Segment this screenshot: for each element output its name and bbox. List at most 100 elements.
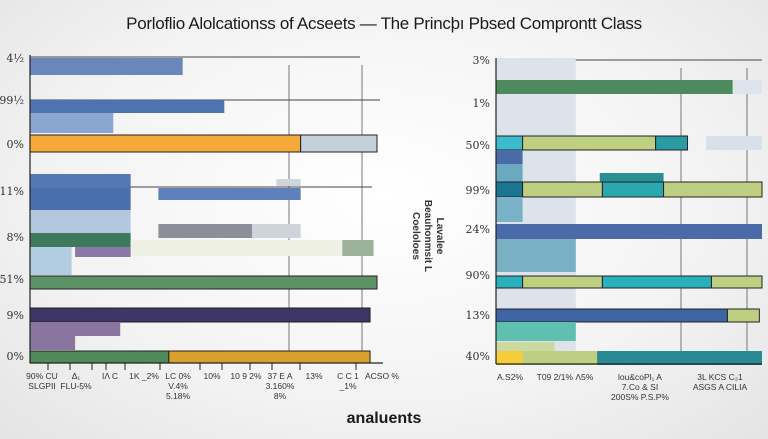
bar-segment — [495, 275, 524, 289]
y-tick-label: 0% — [7, 138, 24, 151]
bar-segment — [30, 233, 131, 247]
bar-segment — [495, 135, 524, 151]
x-tick-label: T09 2/1% Λ5% — [537, 372, 594, 382]
vertical-axis-label: Lavalee Beauhonmsit L Coeloloes — [409, 181, 445, 291]
vertical-label-line: Coeloloes — [410, 212, 421, 260]
bar-segment — [30, 100, 225, 113]
vertical-label-line: Lavalee — [434, 217, 445, 255]
bar-segment — [496, 150, 523, 164]
bar-segment — [30, 336, 76, 350]
bar-segment — [30, 188, 131, 210]
x-tick-label: 90% CU SLGPII — [26, 371, 58, 391]
bar-segment — [75, 247, 131, 257]
x-tick-label-line: 3.160% — [266, 381, 295, 391]
x-tick-label: 1K _2% — [129, 371, 159, 381]
x-tick-label: Δ₁ FLU-5% — [60, 371, 92, 391]
bar-segment — [601, 181, 665, 198]
x-tick-label-line: 37 E A — [267, 371, 292, 381]
vertical-label-line: Beauhonmsit L — [422, 199, 433, 273]
x-tick-label-line: A.S2% — [497, 372, 523, 382]
x-tick-label-line: 90% CU — [26, 371, 58, 381]
x-tick-label-line: lou&coPl₁ A — [618, 372, 662, 382]
x-tick-label: 10% — [203, 371, 220, 381]
bar-segment — [496, 351, 523, 365]
x-tick-label: ACSO % — [365, 371, 399, 381]
bar-segment — [496, 80, 733, 94]
bar-segment — [300, 134, 378, 153]
x-tick-label-line: V.4% — [168, 381, 188, 391]
bar-segment — [706, 136, 762, 150]
bar-segment — [597, 351, 762, 365]
bar-segment — [30, 174, 131, 188]
bar-segment — [496, 342, 555, 351]
x-tick-label-line: C C 1 — [337, 371, 359, 381]
y-tick-label: 3% — [473, 54, 490, 67]
bar-segment — [495, 308, 728, 323]
bar-segment — [30, 210, 131, 233]
bar-segment — [30, 113, 114, 133]
bar-segment — [710, 275, 763, 289]
panel-2: 3% 1% 50% 99% 24% 90% 13% 40% A.S2% T09 2/1% Λ5% l… — [466, 54, 763, 402]
chart-title: Porloflio Alolcationss of Acseets — The … — [126, 14, 642, 33]
bar-segment — [522, 351, 598, 365]
x-tick-label: lou&coPl₁ A 7.Co & SI 200S% P.S.P% — [611, 372, 669, 402]
x-tick-label-line: LC 0% — [165, 371, 191, 381]
bar-segment — [29, 275, 378, 290]
y-tick-label: 13% — [466, 309, 490, 322]
bar-segment — [30, 58, 183, 75]
bar-segment — [496, 197, 523, 222]
bar-segment — [29, 134, 302, 153]
x-tick-label: LC 0% V.4% 5.18% — [165, 371, 191, 401]
bar-segment — [732, 80, 762, 94]
bar-segment — [342, 240, 374, 256]
bar-segment — [168, 350, 371, 364]
bar-segment — [655, 135, 689, 151]
x-tick-label-line: 3L KCS C₂1 — [697, 372, 743, 382]
x-tick-label-line: 7.Co & SI — [622, 382, 658, 392]
x-tick-label-line: Δ₁ — [72, 371, 81, 381]
y-tick-label: 8% — [7, 231, 24, 244]
x-tick-label-line: 1K _2% — [129, 371, 159, 381]
x-tick-label-line: IΛ C — [102, 371, 118, 381]
y-tick-label: 11% — [0, 185, 24, 198]
x-tick-label-line: SLGPII — [28, 381, 55, 391]
bar-segment — [522, 135, 657, 151]
bar-segment — [726, 308, 760, 323]
y-tick-label: 90% — [466, 269, 490, 282]
x-tick-label-line: 200S% P.S.P% — [611, 392, 669, 402]
y-tick-label: 24% — [466, 223, 490, 236]
x-tick-label: 3L KCS C₂1 ASGS A CILIA — [693, 372, 748, 392]
y-tick-label: 99% — [466, 184, 490, 197]
y-tick-label: 99½ — [0, 94, 24, 107]
x-tick-label-line: ACSO % — [365, 371, 399, 381]
x-tick-label: C C 1 _1% — [337, 371, 359, 391]
x-tick-label: A.S2% — [497, 372, 523, 382]
x-tick-label-line: 10 9 2% — [230, 371, 262, 381]
x-tick-label-line: T09 2/1% Λ5% — [537, 372, 594, 382]
bar-segment — [130, 240, 343, 256]
bar-segment — [495, 181, 524, 198]
y-tick-label: 4½ — [6, 52, 24, 65]
y-tick-label: 50% — [466, 139, 490, 152]
bar-segment — [158, 188, 301, 200]
y-tick-label: 51% — [0, 273, 24, 286]
bar-segment — [496, 322, 576, 341]
bar-segment — [496, 239, 576, 272]
bar-segment — [30, 247, 72, 275]
y-tick-label: 1% — [473, 97, 490, 110]
x-tick-label-line: 8% — [274, 391, 287, 401]
bar-segment — [29, 307, 371, 323]
bar-segment — [30, 322, 121, 336]
x-tick-label-line: FLU-5% — [60, 381, 92, 391]
bar-segment — [276, 179, 301, 186]
x-tick-label-line: 13% — [305, 371, 322, 381]
bar-segment — [522, 275, 603, 289]
x-tick-label-line: 10% — [203, 371, 220, 381]
bar-segment — [496, 164, 523, 182]
bar-segment — [158, 224, 253, 238]
x-tick-label-line: 5.18% — [166, 391, 191, 401]
bar-segment — [601, 275, 712, 289]
bar-segment — [663, 181, 763, 198]
x-tick-label-line: ASGS A CILIA — [693, 382, 748, 392]
